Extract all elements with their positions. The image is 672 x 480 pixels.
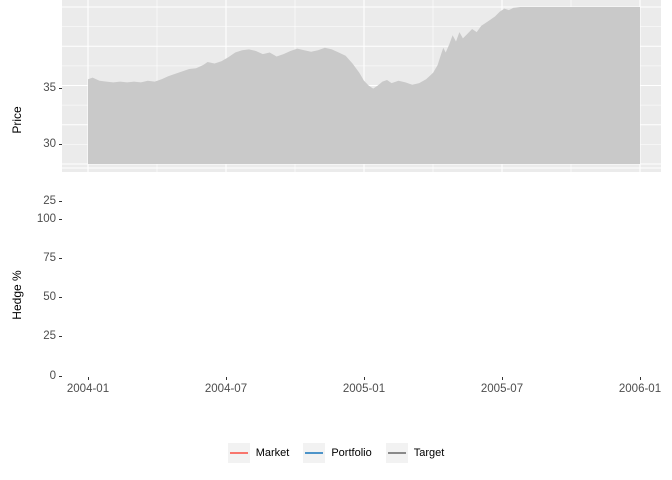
x-tick-label: 2005-01 [342, 383, 386, 395]
legend-label: Portfolio [331, 447, 372, 459]
legend-item-market: Market [227, 443, 290, 463]
y-tick-label: 25 [43, 330, 56, 343]
x-tick-mark [87, 377, 89, 380]
y-tick-mark [59, 218, 62, 220]
legend-label: Target [413, 447, 445, 459]
legend-key-swatch [303, 443, 326, 463]
hedge-area [88, 7, 640, 164]
legend-line-icon [229, 452, 248, 454]
y-tick-label: 0 [49, 369, 56, 382]
legend-item-target: Target [385, 443, 445, 463]
y-tick-label: 35 [43, 81, 56, 94]
x-tick-label: 2006-01 [618, 383, 662, 395]
y-tick-label: 100 [36, 212, 56, 225]
y-tick-label: 25 [43, 194, 56, 207]
legend: Market Portfolio Target [0, 443, 672, 463]
legend-label: Market [255, 447, 290, 459]
y-tick-mark [59, 87, 62, 89]
hedge-panel [62, 0, 661, 165]
y-tick-mark [59, 144, 62, 145]
y-tick-mark [59, 200, 62, 202]
x-tick-label: 2004-07 [204, 383, 248, 395]
y-tick-label: 75 [43, 251, 56, 264]
x-tick-mark [639, 377, 641, 380]
legend-line-icon [305, 452, 324, 454]
x-tick-mark [225, 377, 227, 380]
legend-key-swatch [385, 443, 408, 463]
legend-key-swatch [227, 443, 250, 463]
y-tick-label: 50 [43, 291, 56, 303]
y-tick-mark [59, 297, 62, 298]
y-tick-mark [59, 257, 62, 259]
legend-line-icon [387, 452, 406, 454]
x-tick-mark [501, 377, 503, 380]
x-tick-label: 2004-01 [66, 383, 110, 395]
legend-item-portfolio: Portfolio [303, 443, 372, 463]
y-tick-label: 30 [43, 138, 56, 150]
y-tick-mark [59, 336, 62, 338]
x-tick-label: 2005-07 [480, 383, 524, 395]
y-tick-mark [59, 375, 62, 377]
x-tick-mark [363, 377, 365, 380]
